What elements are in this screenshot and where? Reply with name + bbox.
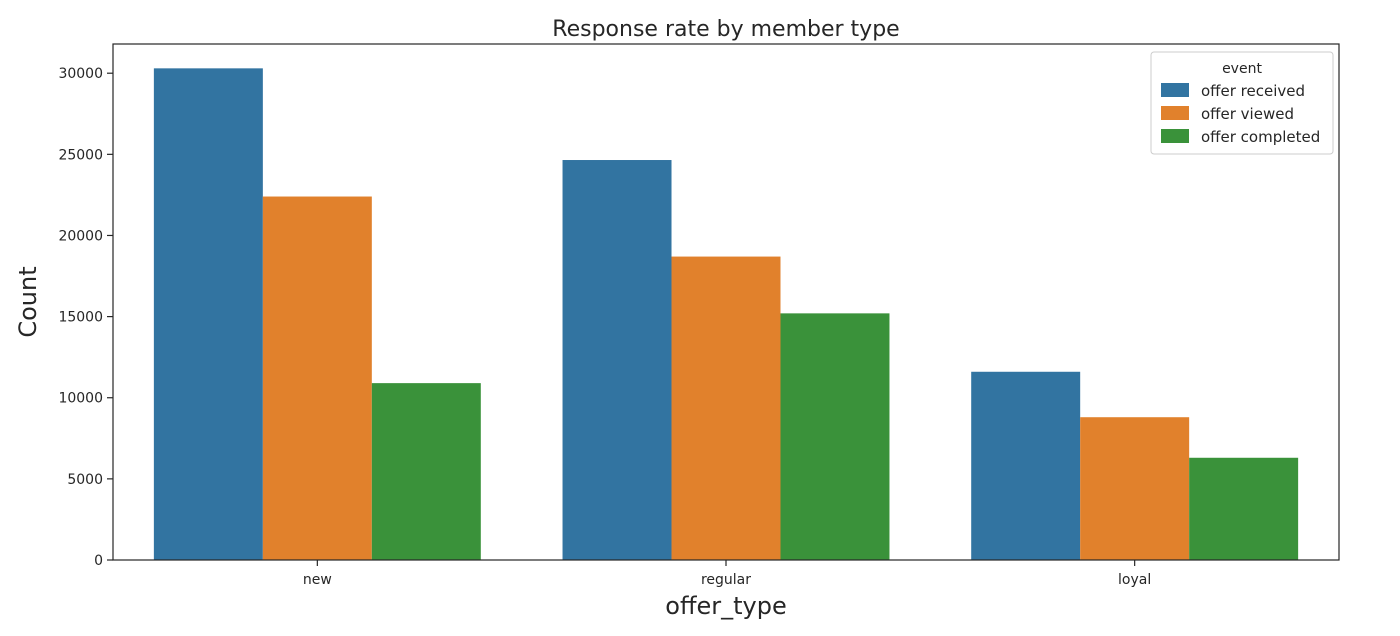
y-tick-label: 15000 [58,310,103,326]
y-tick-label: 5000 [67,472,103,488]
y-axis-label: Count [14,266,42,337]
bar-loyal-offer-completed [1189,457,1299,560]
chart-title: Response rate by member type [552,17,899,42]
legend-label: offer completed [1201,128,1320,146]
bar-new-offer-completed [371,383,481,560]
y-tick-label: 25000 [58,147,103,163]
bar-new-offer-received [153,68,263,560]
x-tick-label: new [303,572,332,588]
bar-regular-offer-received [562,160,672,560]
x-tick-label: regular [701,572,751,588]
legend-label: offer received [1201,82,1305,100]
x-tick-label: loyal [1118,572,1151,588]
legend-frame [1150,51,1334,155]
y-axis: 0 5000 10000 15000 20000 25000 30000 [58,66,113,569]
bar-regular-offer-viewed [671,256,781,560]
legend-swatch [1161,83,1189,97]
legend: event offer received offer viewed offer co… [1150,51,1334,155]
bar-loyal-offer-received [971,371,1081,560]
y-tick-label: 10000 [58,391,103,407]
y-tick-label: 30000 [58,66,103,82]
x-axis: new regular loyal [303,560,1151,588]
legend-title: event [1222,61,1262,77]
bar-new-offer-viewed [262,196,372,560]
x-axis-label: offer_type [665,592,786,620]
y-tick-label: 0 [94,553,103,569]
legend-swatch [1161,129,1189,143]
legend-items: offer received offer viewed offer complete… [1161,82,1320,146]
bar-loyal-offer-viewed [1080,417,1190,560]
y-tick-label: 20000 [58,228,103,244]
bars-group [153,68,1299,560]
legend-label: offer viewed [1201,105,1294,123]
legend-swatch [1161,106,1189,120]
bar-regular-offer-completed [780,313,890,560]
